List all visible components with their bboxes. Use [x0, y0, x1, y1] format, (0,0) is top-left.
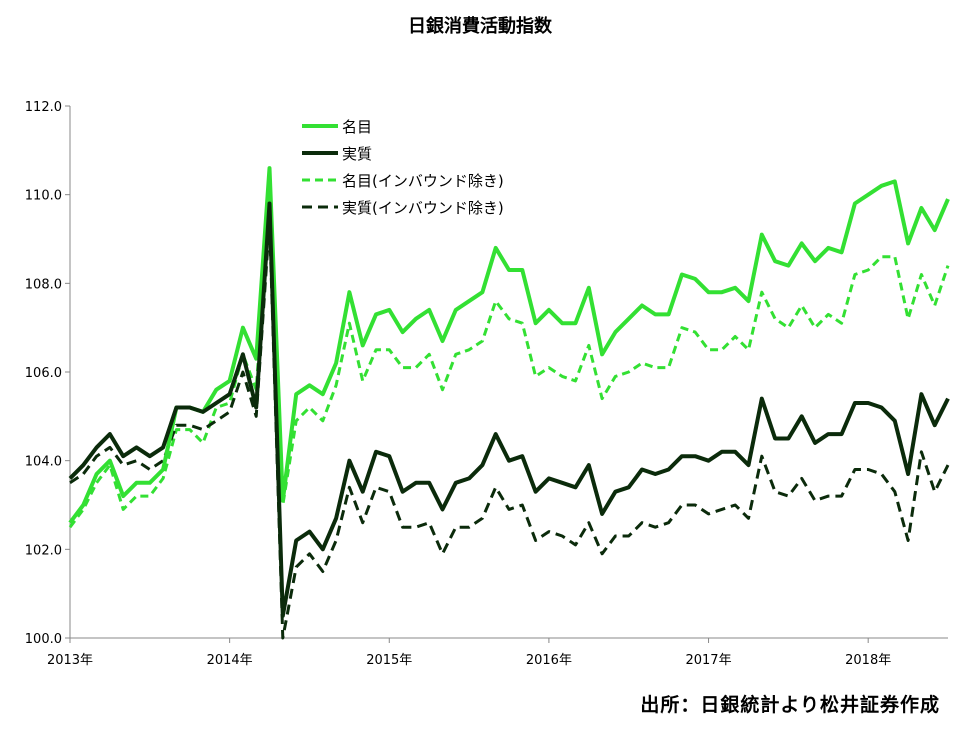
series-lines	[68, 166, 950, 640]
y-tick-label: 112.0	[25, 100, 62, 115]
x-tick-label: 2014年	[207, 653, 253, 668]
series-line-2	[68, 197, 950, 529]
legend-label-3: 実質(インバウンド除き)	[342, 199, 504, 217]
x-tick-label: 2017年	[685, 653, 731, 668]
series-line-1	[68, 201, 950, 618]
y-tick-label: 108.0	[25, 277, 62, 292]
x-tick-label: 2015年	[366, 653, 412, 668]
y-tick-label: 100.0	[25, 632, 62, 647]
legend-label-1: 実質	[342, 145, 372, 163]
chart-title: 日銀消費活動指数	[408, 16, 552, 37]
x-tick-label: 2016年	[526, 653, 572, 668]
series-line-0	[68, 166, 950, 524]
y-tick-label: 104.0	[25, 455, 62, 470]
x-tick-label: 2018年	[845, 653, 891, 668]
y-tick-label: 106.0	[25, 366, 62, 381]
legend-label-0: 名目	[342, 118, 372, 136]
y-tick-label: 102.0	[25, 543, 62, 558]
source-note: 出所：日銀統計より松井証券作成	[640, 694, 940, 716]
legend-label-2: 名目(インバウンド除き)	[342, 172, 504, 190]
series-line-3	[69, 219, 950, 640]
y-tick-label: 110.0	[25, 189, 62, 204]
x-tick-label: 2013年	[47, 653, 93, 668]
axes: 100.0 102.0 104.0 106.0 108.0 110.0 112.0 2013年…	[25, 100, 948, 668]
